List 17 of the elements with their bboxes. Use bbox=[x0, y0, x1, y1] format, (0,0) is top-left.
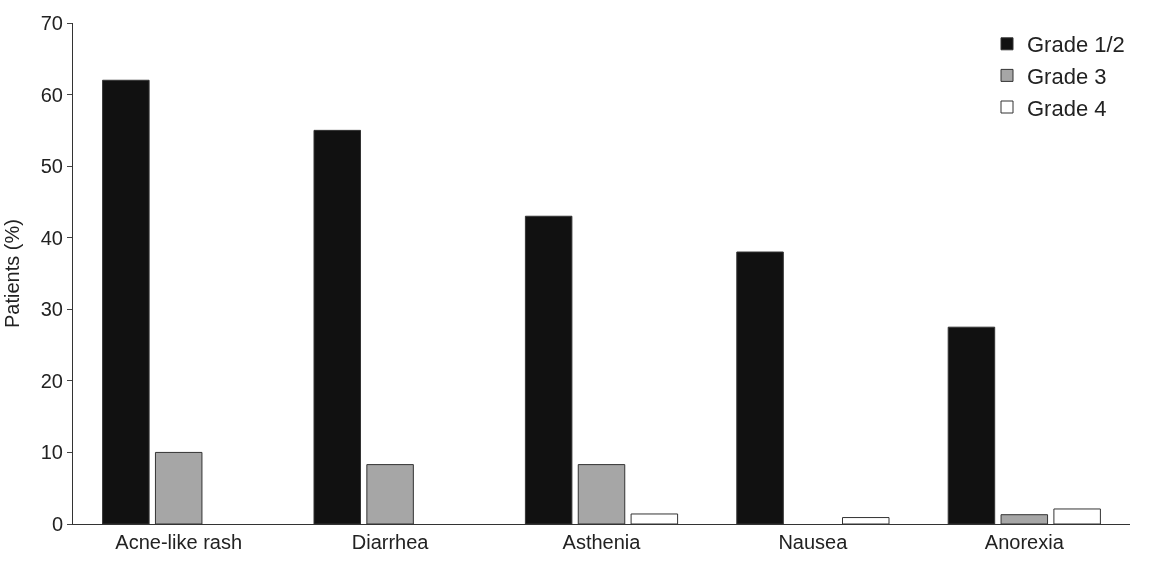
y-tick-label: 10 bbox=[40, 441, 63, 464]
legend-label: Grade 4 bbox=[1027, 95, 1107, 121]
y-tick-label: 50 bbox=[40, 155, 63, 178]
y-tick-label: 30 bbox=[40, 298, 63, 321]
y-tick-label: 70 bbox=[40, 12, 63, 34]
legend-label: Grade 3 bbox=[1027, 63, 1107, 89]
y-tick-label: 20 bbox=[40, 369, 63, 392]
x-tick-label: Asthenia bbox=[562, 531, 642, 553]
legend-label: Grade 1/2 bbox=[1027, 32, 1125, 58]
x-tick-label: Diarrhea bbox=[351, 531, 430, 553]
y-axis-title: Patients (%) bbox=[1, 219, 24, 328]
x-tick-label: Acne-like rash bbox=[115, 531, 243, 553]
y-tick-label: 0 bbox=[51, 513, 63, 535]
y-tick-label: 40 bbox=[40, 226, 63, 249]
x-tick-label: Anorexia bbox=[984, 531, 1065, 553]
y-tick-label: 60 bbox=[40, 83, 63, 106]
x-tick-label: Nausea bbox=[778, 531, 849, 553]
